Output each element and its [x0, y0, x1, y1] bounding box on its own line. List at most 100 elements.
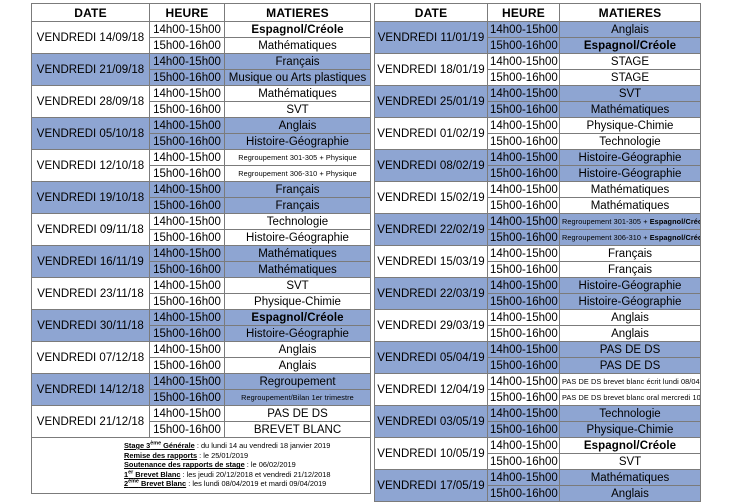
matiere-prefix: Regroupement 306-310 +: [562, 233, 650, 242]
cell-matiere: BREVET BLANC: [224, 421, 371, 438]
matiere-emphasis: Espagnol/Créole: [649, 217, 700, 226]
cell-matiere: Espagnol/Créole: [559, 37, 701, 54]
cell-matiere: Technologie: [559, 133, 701, 150]
cell-heure: 15h00-16h00: [487, 133, 560, 150]
table-row: 15h00-16h00 Français: [375, 261, 701, 278]
cell-matiere: PAS DE DS: [559, 341, 701, 358]
cell-heure: 14h00-15h00: [149, 149, 225, 166]
cell-heure: 15h00-16h00: [487, 293, 560, 310]
table-row: 15h00-16h00 Regroupement 306-310 + Physiq…: [32, 165, 371, 182]
cell-matiere: SVT: [224, 277, 371, 294]
cell-matiere: Mathématiques: [559, 197, 701, 214]
table-row: VENDREDI 07/12/18 14h00-15h00 Anglais: [31, 341, 371, 374]
cell-heure: 14h00-15h00: [487, 213, 560, 230]
cell-heure: 14h00-15h00: [487, 341, 560, 358]
table-row: VENDREDI 28/09/18 14h00-15h00 Mathématique…: [31, 85, 371, 118]
cell-heure: 15h00-16h00: [149, 357, 225, 374]
cell-date: VENDREDI 12/10/18: [31, 149, 150, 182]
cell-heure: 15h00-16h00: [487, 69, 560, 86]
cell-matiere: STAGE: [559, 69, 701, 86]
table-row: 15h00-16h00 SVT: [32, 101, 371, 118]
cell-heure: 14h00-15h00: [487, 21, 560, 38]
cell-matiere: Histoire-Géographie: [559, 149, 701, 166]
cell-date: VENDREDI 14/12/18: [31, 373, 150, 406]
cell-heure: 14h00-15h00: [149, 53, 225, 70]
table-row: VENDREDI 12/04/19 14h00-15h00 PAS DE DS br…: [374, 373, 701, 406]
notes-row: Stage 3ème Générale : du lundi 14 au ven…: [31, 437, 371, 494]
cell-date: VENDREDI 17/05/19: [374, 469, 488, 502]
cell-heure: 14h00-15h00: [487, 469, 560, 486]
cell-matiere: Français: [559, 261, 701, 278]
table-row: VENDREDI 19/10/18 14h00-15h00 Français: [31, 181, 371, 214]
cell-matiere: Regroupement 306-310 + Physique: [224, 165, 371, 182]
cell-date: VENDREDI 03/05/19: [374, 405, 488, 438]
cell-matiere: PAS DE DS brevet blanc écrit lundi 08/04…: [559, 373, 701, 390]
table-row: 15h00-16h00 Technologie: [375, 133, 701, 150]
cell-heure: 15h00-16h00: [487, 485, 560, 502]
table-row: 15h00-16h00 Français: [32, 197, 371, 214]
cell-matiere: Anglais: [224, 341, 371, 358]
table-row: 15h00-16h00 PAS DE DS brevet blanc oral m…: [375, 389, 701, 406]
table-row: VENDREDI 05/04/19 14h00-15h00 PAS DE DS: [374, 341, 701, 374]
header-row: DATE HEURE MATIERES: [31, 3, 371, 22]
footnote-label: 1er Brevet Blanc: [124, 469, 181, 479]
cell-matiere: Technologie: [559, 405, 701, 422]
matiere-emphasis: Espagnol/Créole: [649, 233, 700, 242]
cell-matiere: PAS DE DS: [559, 357, 701, 374]
column-header-heure: HEURE: [149, 3, 225, 22]
table-header-right: DATE HEURE MATIERES: [374, 3, 701, 22]
cell-heure: 15h00-16h00: [149, 101, 225, 118]
cell-date: VENDREDI 07/12/18: [31, 341, 150, 374]
cell-heure: 14h00-15h00: [487, 373, 560, 390]
cell-heure: 14h00-15h00: [149, 277, 225, 294]
cell-heure: 15h00-16h00: [487, 165, 560, 182]
table-row: VENDREDI 11/01/19 14h00-15h00 Anglais: [374, 21, 701, 54]
cell-date: VENDREDI 22/03/19: [374, 277, 488, 310]
table-row: VENDREDI 17/05/19 14h00-15h00 Mathématique…: [374, 469, 701, 502]
cell-heure: 14h00-15h00: [487, 245, 560, 262]
cell-heure: 15h00-16h00: [487, 325, 560, 342]
cell-date: VENDREDI 22/02/19: [374, 213, 488, 246]
footnote-line: 2ème Brevet Blanc : les lundi 08/04/2019…: [124, 479, 368, 489]
table-row: VENDREDI 21/09/18 14h00-15h00 Français: [31, 53, 371, 86]
cell-date: VENDREDI 30/11/18: [31, 309, 150, 342]
table-row: 15h00-16h00 Mathématiques: [32, 37, 371, 54]
cell-heure: 14h00-15h00: [487, 405, 560, 422]
cell-heure: 15h00-16h00: [149, 37, 225, 54]
footnote-label: 2ème Brevet Blanc: [124, 478, 187, 489]
cell-date: VENDREDI 11/01/19: [374, 21, 488, 54]
cell-heure: 14h00-15h00: [149, 373, 225, 390]
cell-matiere: Technologie: [224, 213, 371, 230]
cell-heure: 15h00-16h00: [487, 389, 560, 406]
cell-heure: 14h00-15h00: [149, 21, 225, 38]
cell-matiere: Français: [559, 245, 701, 262]
cell-heure: 14h00-15h00: [487, 437, 560, 454]
footnote-label: Remise des rapports: [124, 450, 198, 460]
cell-matiere: STAGE: [559, 53, 701, 70]
cell-matiere: PAS DE DS brevet blanc oral mercredi 10/…: [559, 389, 701, 406]
footnote-line: 1er Brevet Blanc : les jeudi 20/12/2018 …: [124, 470, 368, 480]
cell-matiere: Français: [224, 181, 371, 198]
cell-matiere: Musique ou Arts plastiques: [224, 69, 371, 86]
cell-date: VENDREDI 16/11/19: [31, 245, 150, 278]
cell-heure: 15h00-16h00: [487, 357, 560, 374]
cell-heure: 15h00-16h00: [149, 69, 225, 86]
footnote-ordinal-suffix: er: [128, 469, 134, 476]
footnote-line: Soutenance des rapports de stage : le 06…: [124, 460, 368, 470]
footnote-text: : du lundi 14 au vendredi 18 janvier 201…: [194, 441, 331, 450]
cell-matiere: Histoire-Géographie: [224, 133, 371, 150]
footnote-text: : le 25/01/2019: [197, 450, 249, 460]
cell-matiere: Espagnol/Créole: [224, 309, 371, 326]
cell-heure: 15h00-16h00: [149, 421, 225, 438]
cell-matiere: SVT: [224, 101, 371, 118]
footnote-ordinal-suffix: ème: [150, 440, 162, 447]
table-row: VENDREDI 01/02/19 14h00-15h00 Physique-Chi…: [374, 117, 701, 150]
cell-heure: 15h00-16h00: [149, 261, 225, 278]
cell-heure: 14h00-15h00: [149, 245, 225, 262]
cell-date: VENDREDI 09/11/18: [31, 213, 150, 246]
cell-matiere: Histoire-Géographie: [224, 229, 371, 246]
header-row: DATE HEURE MATIERES: [374, 3, 701, 22]
cell-heure: 14h00-15h00: [149, 309, 225, 326]
cell-matiere: Anglais: [559, 309, 701, 326]
table-row: VENDREDI 22/03/19 14h00-15h00 Histoire-Géo…: [374, 277, 701, 310]
